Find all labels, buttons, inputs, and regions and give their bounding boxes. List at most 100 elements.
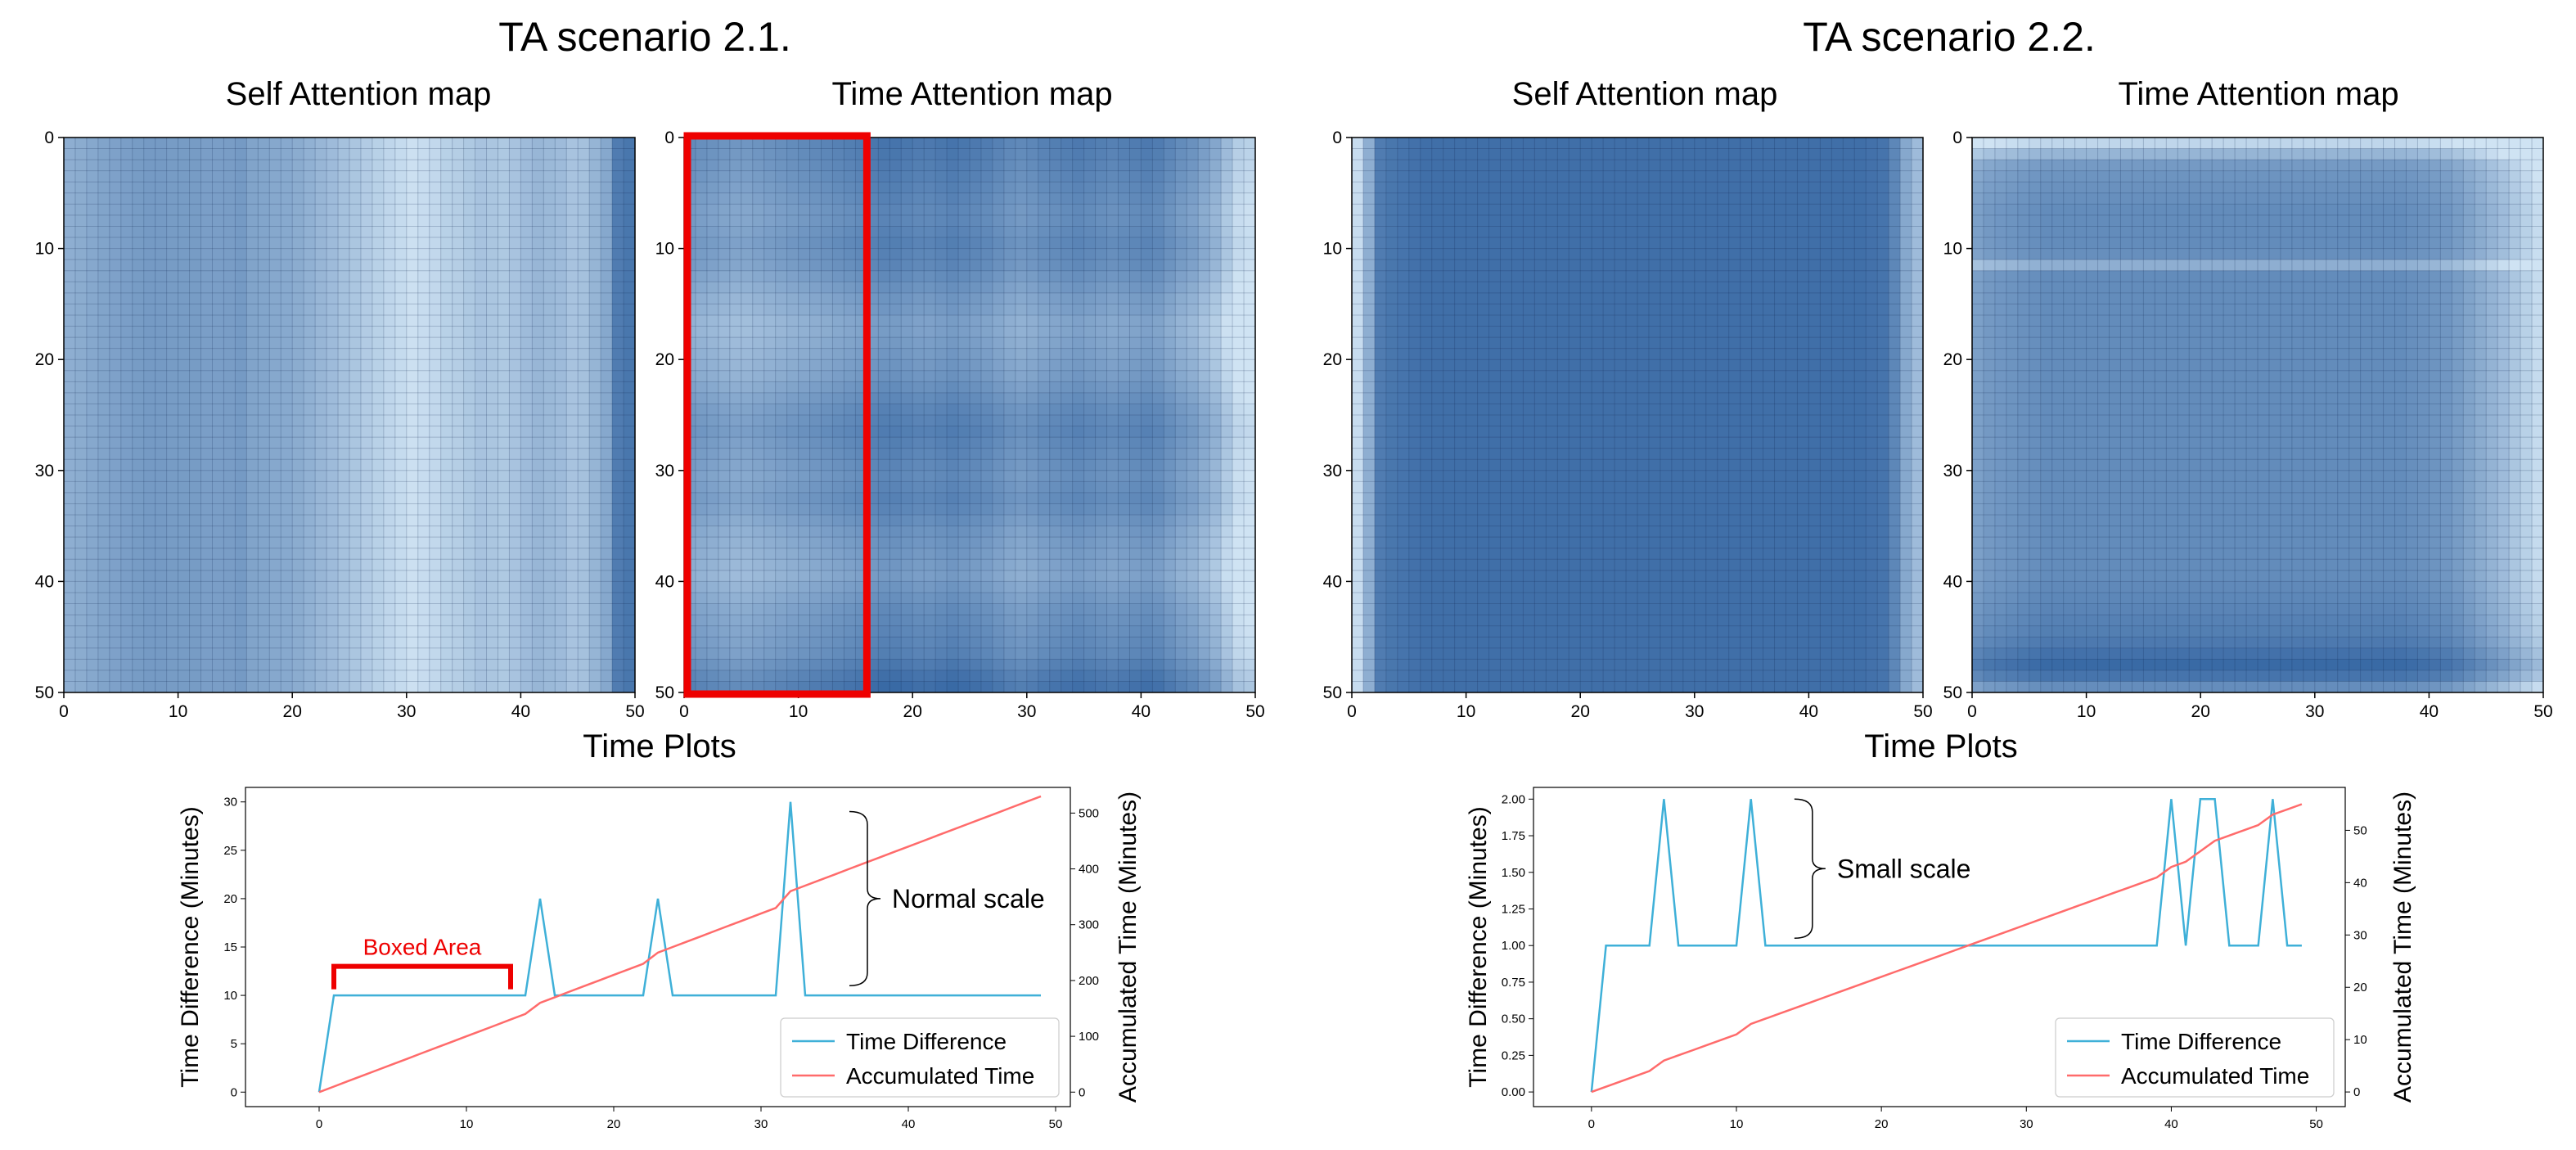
heatmap-cell (1129, 192, 1142, 205)
heatmap-cell (406, 404, 419, 416)
heatmap-cell (832, 470, 844, 482)
heatmap-cell (235, 448, 247, 460)
heatmap-cell (200, 437, 213, 449)
heatmap-cell (383, 282, 396, 294)
heatmap-cell (578, 537, 590, 549)
heatmap-cell (1209, 337, 1222, 350)
heatmap-cell (1106, 570, 1119, 582)
heatmap-cell (1072, 192, 1085, 205)
heatmap-cell (1049, 138, 1062, 150)
heatmap-cell (97, 470, 110, 482)
heatmap-cell (349, 670, 362, 682)
heatmap-cell (532, 226, 544, 238)
heatmap-cell (200, 537, 213, 549)
heatmap-cell (1175, 548, 1187, 560)
heatmap-cell (821, 603, 833, 616)
heatmap-cell (509, 348, 521, 360)
heatmap-cell (878, 426, 890, 438)
heatmap-cell (120, 359, 133, 372)
heatmap-cell (178, 204, 191, 216)
heatmap-cell (578, 270, 590, 282)
heatmap-cell (844, 659, 856, 671)
heatmap-cell (394, 160, 408, 172)
heatmap-cell (878, 259, 890, 272)
heatmap-cell (189, 304, 202, 316)
heatmap-cell (601, 515, 613, 527)
heatmap-cell (601, 381, 613, 394)
heatmap-cell (86, 503, 99, 516)
heatmap-cell (440, 670, 453, 682)
heatmap-cell (566, 492, 579, 504)
heatmap-cell (292, 459, 304, 471)
heatmap-cell (624, 437, 636, 449)
heatmap-cell (589, 581, 601, 593)
heatmap-cell (589, 559, 601, 571)
heatmap-cell (1232, 437, 1245, 449)
heatmap-cell (947, 304, 959, 316)
heatmap-cell (1026, 314, 1039, 327)
heatmap-cell (1164, 182, 1176, 194)
heatmap-cell (543, 415, 556, 427)
heatmap-cell (200, 370, 213, 382)
heatmap-cell (258, 592, 270, 605)
heatmap-cell (178, 548, 191, 560)
heatmap-cell (1118, 138, 1130, 150)
heatmap-cell (1061, 160, 1074, 172)
heatmap-cell (1049, 459, 1062, 471)
heatmap-cell (901, 237, 913, 250)
heatmap-cell (1198, 314, 1210, 327)
heatmap-cell (327, 647, 339, 660)
heatmap-cell (1209, 548, 1222, 560)
heatmap-cell (1026, 182, 1039, 194)
heatmap-cell (1164, 515, 1176, 527)
heatmap-cell (200, 404, 213, 416)
heatmap-cell (555, 659, 567, 671)
heatmap-cell (1038, 237, 1051, 250)
heatmap-cell (1209, 603, 1222, 616)
heatmap-cell (1198, 348, 1210, 360)
heatmap-cell (809, 470, 822, 482)
heatmap-cell (509, 603, 521, 616)
heatmap-cell (509, 581, 521, 593)
heatmap-cell (520, 459, 533, 471)
heatmap-cell (269, 625, 281, 638)
heatmap-cell (1187, 603, 1199, 616)
heatmap-cell (1095, 292, 1108, 304)
heatmap-cell (1095, 282, 1108, 294)
heatmap-cell (178, 581, 191, 593)
heatmap-cell (809, 503, 822, 516)
heatmap-cell (992, 304, 1005, 316)
heatmap-cell (258, 515, 270, 527)
heatmap-cell (281, 381, 293, 394)
heatmap-cell (417, 348, 430, 360)
heatmap-cell (809, 515, 822, 527)
heatmap-cell (155, 138, 168, 150)
heatmap-cell (223, 182, 236, 194)
heatmap-cell (555, 192, 567, 205)
heatmap-cell (281, 503, 293, 516)
x-tick-label: 20 (283, 702, 302, 721)
heatmap-cell (74, 392, 88, 404)
heatmap-cell (338, 681, 350, 693)
heatmap-cell (155, 681, 168, 693)
heatmap-cell (1232, 559, 1245, 571)
heatmap-cell (189, 314, 202, 327)
heatmap-cell (1038, 647, 1051, 660)
heatmap-cell (429, 292, 442, 304)
heatmap-frame (63, 137, 636, 693)
heatmap-cell (475, 192, 488, 205)
heatmap-cell (718, 348, 731, 360)
heatmap-cell (775, 259, 788, 272)
heatmap-cell (1083, 437, 1097, 449)
heatmap-cell (1026, 570, 1039, 582)
heatmap-cell (338, 304, 350, 316)
heatmap-cell (463, 214, 476, 227)
heatmap-cell (695, 304, 708, 316)
heatmap-cell (912, 437, 925, 449)
heatmap-cell (832, 515, 844, 527)
heatmap-cell (200, 459, 213, 471)
heatmap-cell (440, 314, 453, 327)
heatmap-cell (155, 592, 168, 605)
heatmap-cell (718, 337, 731, 350)
heatmap-cell (64, 437, 76, 449)
